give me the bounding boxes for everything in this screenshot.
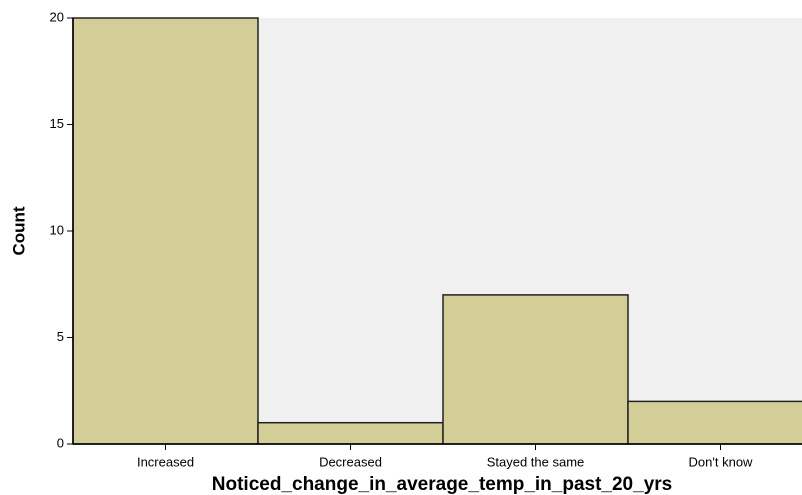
bar <box>627 400 802 445</box>
y-tick-label: 20 <box>50 9 64 24</box>
bar <box>442 294 629 445</box>
x-tick-label: Stayed the same <box>487 454 585 469</box>
y-tick-label: 15 <box>50 116 64 131</box>
x-tick-label: Decreased <box>319 454 382 469</box>
bar <box>72 17 259 445</box>
y-axis-title: Count <box>9 206 28 255</box>
y-tick-label: 10 <box>50 222 64 237</box>
y-tick-label: 5 <box>57 329 64 344</box>
bar <box>257 421 444 445</box>
x-axis-title: Noticed_change_in_average_temp_in_past_2… <box>212 474 672 495</box>
y-tick-label: 0 <box>57 435 64 450</box>
x-tick-label: Don't know <box>689 454 754 469</box>
x-tick-label: Increased <box>137 454 194 469</box>
